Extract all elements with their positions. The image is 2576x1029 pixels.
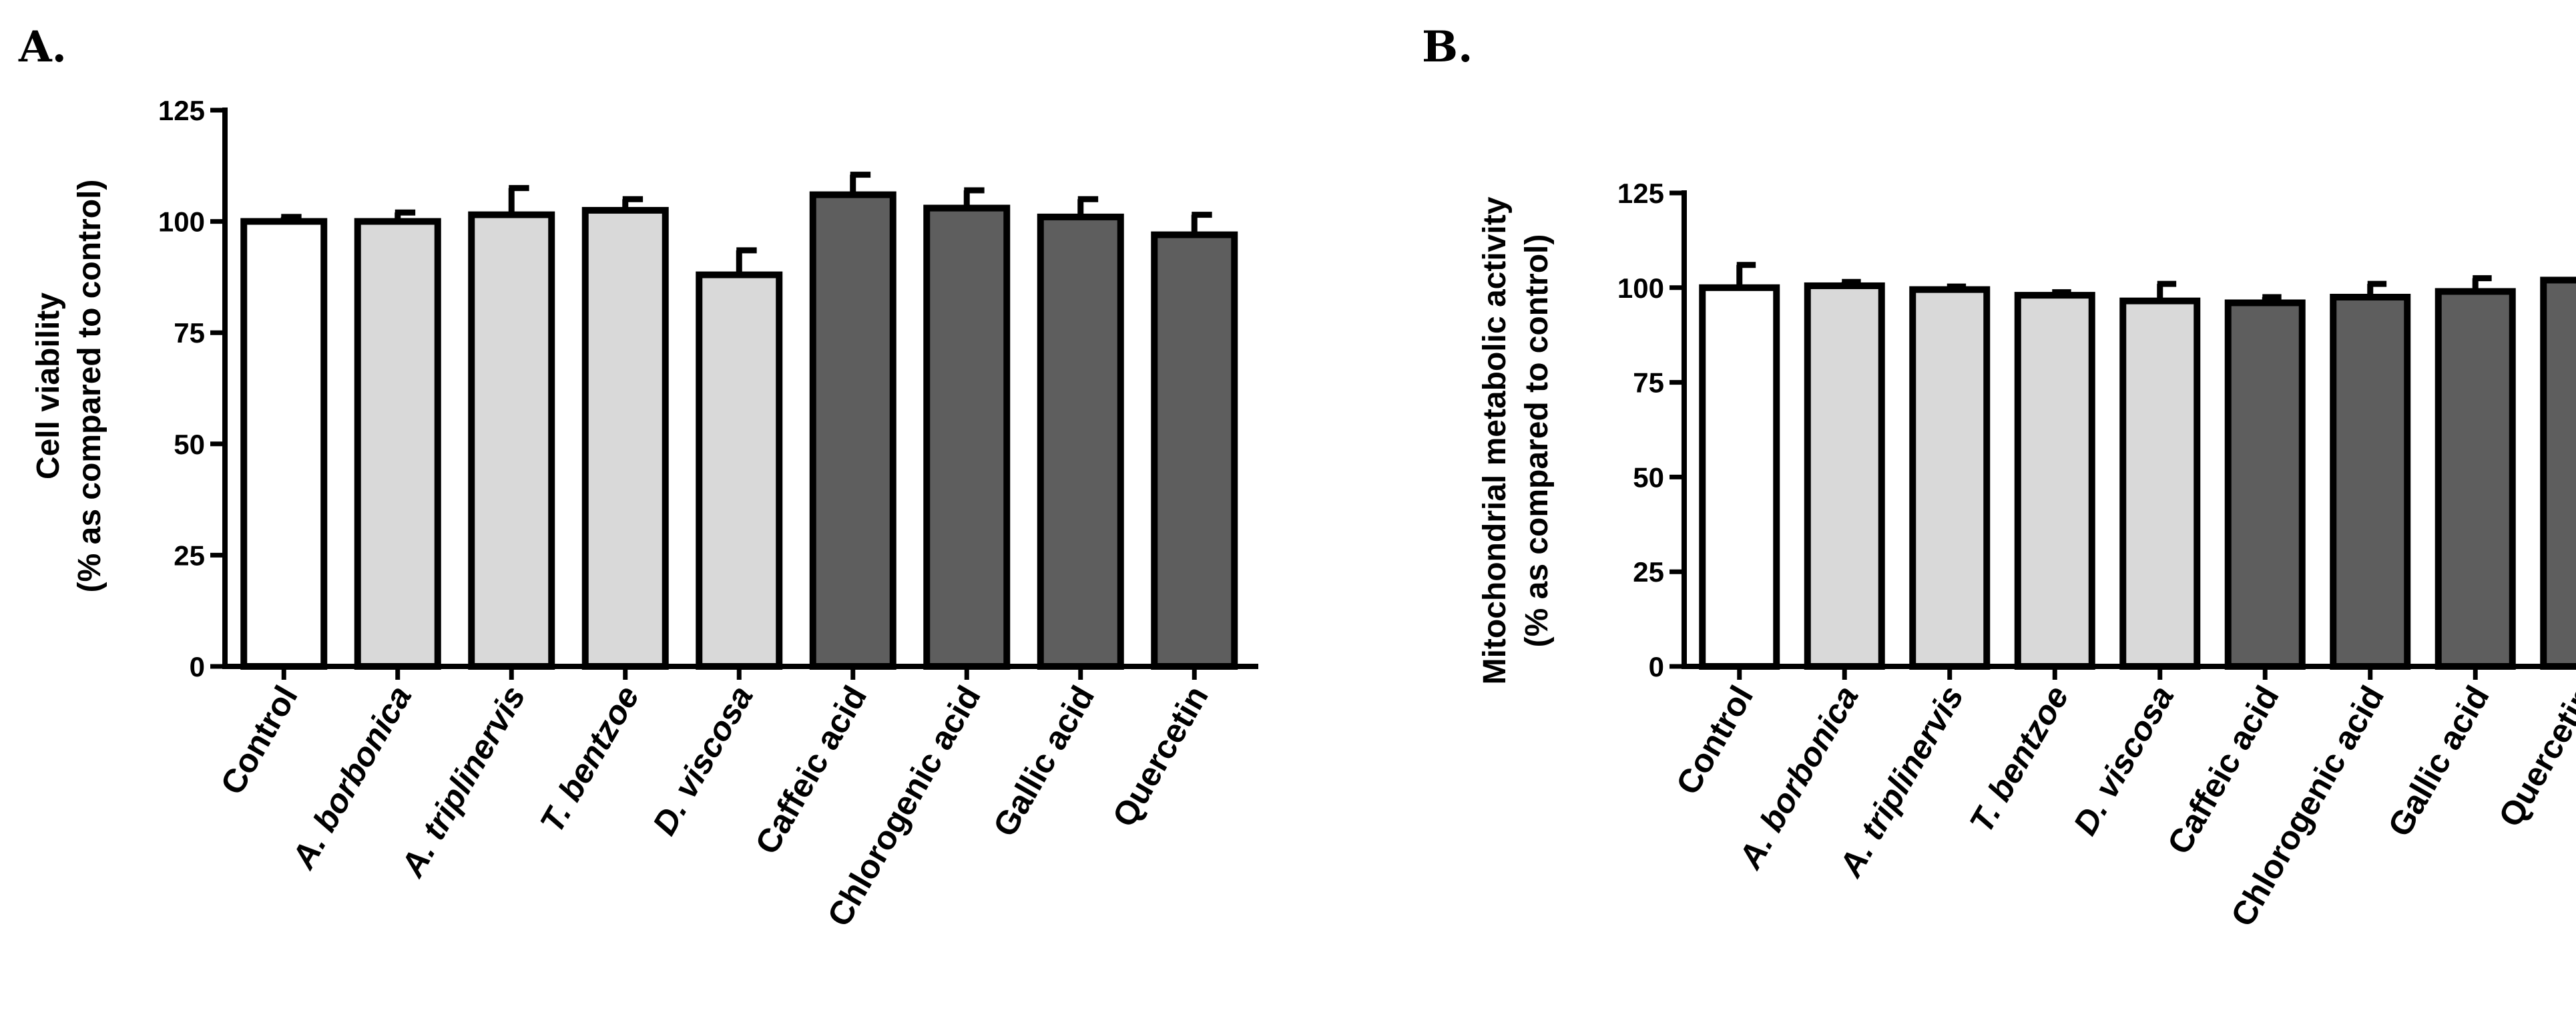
bar-b-6 — [2224, 299, 2306, 670]
bar-a-2 — [354, 218, 441, 670]
category-label-a-1: Control — [213, 680, 304, 801]
bar-a-9 — [1151, 231, 1238, 670]
bar-a-3 — [468, 211, 555, 670]
category-label-a-5: D. viscosa — [646, 680, 760, 841]
bar-b-8 — [2434, 288, 2516, 670]
y-tick-label-a-0: 0 — [190, 651, 205, 682]
bar-b-4 — [2014, 292, 2095, 670]
category-label-a-8: Gallic acid — [986, 680, 1102, 843]
y-tick-label-a-100: 100 — [158, 206, 205, 238]
y-tick-label-b-100: 100 — [1617, 272, 1664, 304]
y-tick-label-b-125: 125 — [1617, 178, 1664, 209]
category-label-a-2: A. borbonica — [284, 680, 419, 876]
category-label-b-1: Control — [1669, 680, 1760, 801]
category-label-a-6: Caffeic acid — [748, 680, 874, 861]
y-tick-label-a-125: 125 — [158, 95, 205, 126]
bar-b-7 — [2330, 293, 2411, 670]
bar-b-2 — [1804, 282, 1885, 670]
bar-a-6 — [809, 191, 896, 670]
y-axis-label-line1-a: Cell viability — [31, 292, 66, 479]
y-axis-label-line1-b: Mitochondrial metabolic activity — [1477, 196, 1513, 684]
y-tick-label-b-50: 50 — [1633, 461, 1664, 493]
y-tick-label-a-75: 75 — [174, 317, 205, 349]
category-label-a-4: T. bentzoe — [533, 680, 646, 839]
y-tick-label-b-25: 25 — [1633, 556, 1664, 588]
y-axis-label-line2-b: (% as compared to control) — [1519, 234, 1555, 648]
y-tick-label-a-50: 50 — [174, 429, 205, 460]
bar-b-5 — [2119, 297, 2201, 670]
panel-a: A. Cell viability (% as compared to cont… — [18, 22, 1258, 933]
category-label-a-3: A. triplinervis — [393, 680, 533, 884]
bar-a-1 — [240, 218, 328, 670]
bar-a-8 — [1037, 213, 1124, 670]
category-label-b-9: Quercetin — [2491, 680, 2576, 833]
category-label-b-5: D. viscosa — [2066, 680, 2181, 841]
category-label-b-8: Gallic acid — [2380, 680, 2497, 843]
bar-b-1 — [1699, 284, 1780, 670]
panel-letter-b: B. — [1422, 22, 1473, 72]
category-label-b-4: T. bentzoe — [1963, 680, 2076, 839]
category-label-b-6: Caffeic acid — [2160, 680, 2286, 861]
category-label-a-9: Quercetin — [1105, 680, 1216, 833]
y-tick-label-b-0: 0 — [1649, 651, 1664, 682]
panel-b: B. Mitochondrial metabolic activity (% a… — [1422, 22, 2576, 933]
bar-a-7 — [923, 204, 1011, 670]
y-tick-label-a-25: 25 — [174, 540, 205, 571]
y-tick-label-b-75: 75 — [1633, 367, 1664, 399]
bar-a-4 — [581, 206, 669, 670]
y-axis-label-line2-a: (% as compared to control) — [72, 180, 107, 593]
panel-letter-a: A. — [18, 22, 67, 72]
bar-b-9 — [2540, 276, 2576, 670]
bar-b-3 — [1909, 286, 1991, 670]
bar-a-5 — [696, 271, 783, 670]
